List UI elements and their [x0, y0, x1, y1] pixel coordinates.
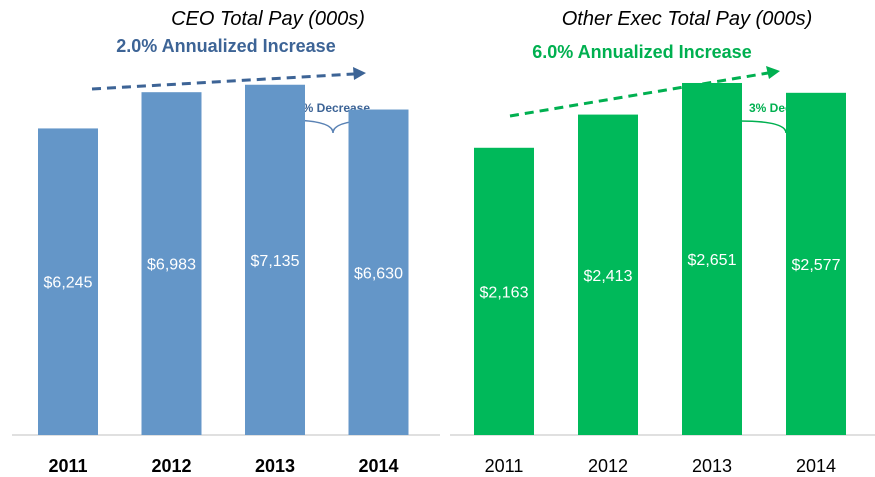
other-exec-trend-arrow-line — [509, 71, 769, 118]
other-exec-value-label-2012: $2,413 — [584, 268, 633, 285]
other-exec-bar-2013 — [682, 82, 742, 435]
other-exec-value-label-2011: $2,163 — [480, 284, 529, 301]
ceo-x-tick-2013: 2013 — [255, 456, 295, 476]
other-exec-panel: Other Exec Total Pay (000s) 6.0% Annuali… — [450, 8, 875, 476]
ceo-x-tick-2012: 2012 — [151, 456, 191, 476]
other-exec-bar-2014 — [786, 92, 846, 435]
ceo-value-label-2012: $6,983 — [147, 257, 196, 274]
ceo-bar-2013 — [245, 84, 305, 436]
other-exec-bar-2012 — [578, 114, 638, 436]
ceo-panel: CEO Total Pay (000s) 2.0% Annualized Inc… — [12, 8, 440, 476]
other-exec-x-tick-2012: 2012 — [588, 456, 628, 476]
ceo-x-tick-2014: 2014 — [358, 456, 398, 476]
ceo-trend-arrow-head — [353, 67, 366, 80]
ceo-chart-title: CEO Total Pay (000s) — [171, 8, 365, 30]
ceo-bar-2012 — [141, 92, 202, 435]
ceo-x-tick-2011: 2011 — [48, 456, 87, 476]
ceo-trend-arrow-line — [91, 72, 355, 91]
other-exec-bar-2011 — [474, 147, 534, 435]
other-exec-value-label-2013: $2,651 — [688, 252, 737, 269]
other-exec-value-label-2014: $2,577 — [792, 257, 841, 274]
other-exec-trend-arrow-head — [766, 66, 780, 79]
other-exec-annualized-increase-label: 6.0% Annualized Increase — [532, 42, 751, 62]
ceo-value-label-2011: $6,245 — [44, 275, 93, 292]
ceo-value-label-2014: $6,630 — [354, 265, 403, 282]
other-exec-x-tick-2013: 2013 — [692, 456, 732, 476]
other-exec-x-tick-2014: 2014 — [796, 456, 836, 476]
ceo-annualized-increase-label: 2.0% Annualized Increase — [116, 36, 335, 56]
ceo-bar-2014 — [348, 109, 409, 435]
ceo-bars: $6,245 2011 $6,983 2012 $7,135 2013 $6,630 2014 — [38, 84, 409, 476]
ceo-bar-2011 — [38, 128, 98, 435]
other-exec-bars: $2,163 2011 $2,413 2012 $2,651 2013 $2,577 2014 — [474, 82, 846, 476]
other-exec-x-tick-2011: 2011 — [485, 456, 524, 476]
other-exec-chart-title: Other Exec Total Pay (000s) — [562, 8, 813, 30]
ceo-value-label-2013: $7,135 — [251, 253, 300, 270]
